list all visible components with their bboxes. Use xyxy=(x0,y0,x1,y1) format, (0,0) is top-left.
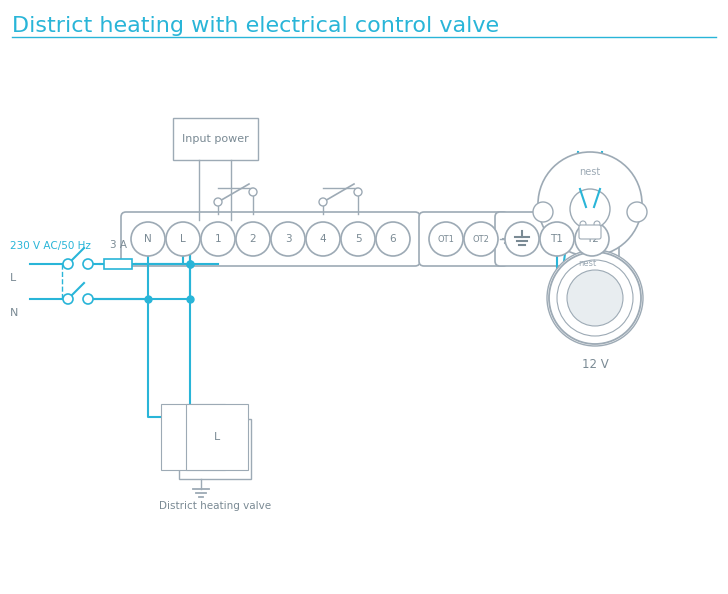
Circle shape xyxy=(166,222,200,256)
Text: 6: 6 xyxy=(389,234,396,244)
Text: nest: nest xyxy=(579,167,601,177)
Circle shape xyxy=(533,202,553,222)
Text: 3: 3 xyxy=(285,234,291,244)
Circle shape xyxy=(505,222,539,256)
Circle shape xyxy=(549,252,641,344)
Circle shape xyxy=(540,222,574,256)
Circle shape xyxy=(236,222,270,256)
FancyBboxPatch shape xyxy=(495,212,619,266)
Text: 2: 2 xyxy=(250,234,256,244)
FancyBboxPatch shape xyxy=(173,118,258,160)
Text: OT1: OT1 xyxy=(438,235,454,244)
Text: 4: 4 xyxy=(320,234,326,244)
Text: 12 V: 12 V xyxy=(582,358,609,371)
Text: N: N xyxy=(144,234,152,244)
Circle shape xyxy=(354,188,362,196)
FancyBboxPatch shape xyxy=(104,259,132,269)
Text: T1: T1 xyxy=(550,234,563,244)
Circle shape xyxy=(341,222,375,256)
Circle shape xyxy=(131,222,165,256)
Circle shape xyxy=(376,222,410,256)
Circle shape xyxy=(319,198,327,206)
FancyBboxPatch shape xyxy=(579,225,601,239)
Text: N: N xyxy=(10,308,18,318)
Text: N: N xyxy=(189,432,197,442)
Text: 1: 1 xyxy=(215,234,221,244)
Circle shape xyxy=(83,259,93,269)
Circle shape xyxy=(63,294,73,304)
Circle shape xyxy=(429,222,463,256)
FancyBboxPatch shape xyxy=(419,212,508,266)
Text: District heating valve: District heating valve xyxy=(159,501,271,511)
Circle shape xyxy=(63,259,73,269)
Circle shape xyxy=(306,222,340,256)
Text: L: L xyxy=(10,273,16,283)
Circle shape xyxy=(214,198,222,206)
Circle shape xyxy=(83,294,93,304)
Circle shape xyxy=(567,270,623,326)
Circle shape xyxy=(249,188,257,196)
Circle shape xyxy=(594,221,600,227)
Text: OT2: OT2 xyxy=(472,235,489,244)
FancyBboxPatch shape xyxy=(179,419,251,479)
Text: Input power: Input power xyxy=(181,134,248,144)
Circle shape xyxy=(570,189,610,229)
Circle shape xyxy=(547,250,643,346)
Text: L: L xyxy=(180,234,186,244)
Text: L: L xyxy=(214,432,220,442)
Text: 230 V AC/50 Hz: 230 V AC/50 Hz xyxy=(10,241,91,251)
Circle shape xyxy=(575,222,609,256)
Text: District heating with electrical control valve: District heating with electrical control… xyxy=(12,16,499,36)
Circle shape xyxy=(464,222,498,256)
Circle shape xyxy=(580,221,586,227)
Text: 5: 5 xyxy=(355,234,361,244)
Circle shape xyxy=(538,152,642,256)
Circle shape xyxy=(627,202,647,222)
Circle shape xyxy=(271,222,305,256)
Text: nest: nest xyxy=(578,260,596,268)
Circle shape xyxy=(201,222,235,256)
Circle shape xyxy=(557,260,633,336)
Text: 3 A: 3 A xyxy=(109,240,127,250)
Text: T2: T2 xyxy=(585,234,598,244)
FancyBboxPatch shape xyxy=(121,212,420,266)
